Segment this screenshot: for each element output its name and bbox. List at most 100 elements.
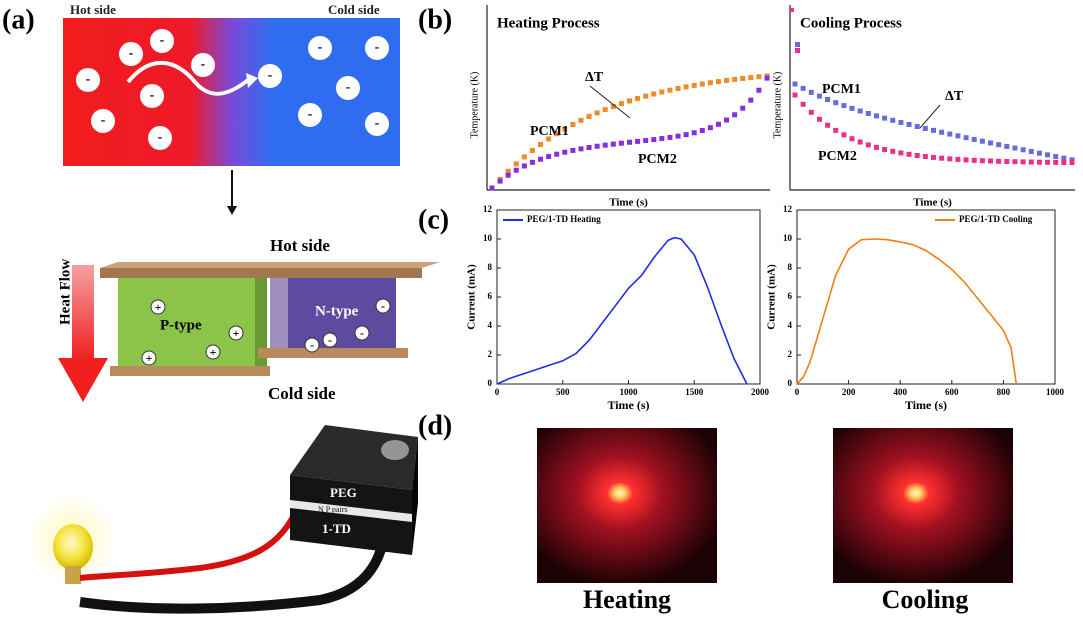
p-type-leg — [118, 278, 255, 366]
schematic-dot — [602, 142, 608, 148]
carrier — [141, 350, 157, 366]
schematic-dot — [849, 136, 855, 142]
schematic-dot — [699, 128, 705, 134]
schematic-dot — [1020, 147, 1026, 153]
module-cold-label: Cold side — [268, 384, 336, 403]
electron-sign: - — [129, 46, 134, 61]
schematic-dot — [521, 154, 527, 160]
led-photo — [833, 428, 1013, 583]
x-tick-label: 1500 — [685, 387, 704, 397]
schematic-dot — [1028, 159, 1034, 165]
schematic-dot — [1053, 154, 1059, 160]
electron-sign: - — [158, 130, 163, 145]
schematic-dot — [521, 163, 527, 169]
schematic-dot — [947, 156, 953, 162]
bulb-base — [65, 566, 81, 584]
annotation: ΔT — [945, 89, 964, 104]
carrier-sign: + — [233, 326, 240, 340]
electron-sign: - — [150, 88, 155, 103]
schematic-dot — [1045, 152, 1051, 158]
schematic-dot — [1012, 159, 1018, 165]
bulb — [53, 524, 93, 570]
caption: Cooling — [882, 585, 969, 614]
schematic-dot — [898, 119, 904, 125]
device-side — [412, 437, 418, 555]
y-axis-label: Current (mA) — [466, 264, 478, 330]
schematic-dot — [748, 75, 754, 81]
led-photo — [537, 428, 717, 583]
y-tick-label: 4 — [488, 320, 493, 330]
schematic-dot — [594, 143, 600, 149]
x-axis-label: Time (s) — [913, 197, 952, 209]
top-plate — [100, 262, 440, 268]
schematic-dot — [683, 84, 689, 90]
schematic-dot — [963, 135, 969, 141]
schematic-dot — [513, 167, 519, 173]
schematic-dot — [699, 81, 705, 87]
x-tick-label: 0 — [795, 387, 800, 397]
schematic-dot — [816, 93, 822, 99]
y-axis-label: Temperature (K) — [469, 72, 480, 139]
schematic-dot — [691, 82, 697, 88]
schematic-dot — [825, 96, 831, 102]
schematic-dot — [715, 121, 721, 127]
schematic-dot — [1061, 155, 1067, 161]
schematic-dot — [554, 131, 560, 137]
schematic-dot — [833, 127, 839, 133]
schematic-dot — [635, 138, 641, 144]
carrier — [304, 337, 320, 353]
module-hot-label: Hot side — [270, 236, 330, 255]
electron — [258, 64, 282, 88]
schematic-dot — [808, 89, 814, 95]
schematic-dot — [931, 154, 936, 160]
x-tick-label: 2000 — [751, 387, 770, 397]
schematic-dot — [1069, 157, 1075, 163]
electron — [308, 36, 332, 60]
p-type-label: P-type — [160, 317, 202, 333]
carrier — [150, 299, 166, 315]
panel-b: Heating Process Time (s) Temperature (K) PC… — [469, 5, 1075, 209]
electron — [148, 126, 172, 150]
schematic-dot — [931, 127, 936, 133]
schematic-dot — [808, 109, 814, 115]
x-tick-label: 200 — [842, 387, 856, 397]
plot-frame — [796, 209, 1056, 385]
schematic-dot — [538, 156, 544, 162]
schematic-dot — [715, 79, 721, 85]
carrier — [228, 325, 244, 341]
hot-side-label: Hot side — [70, 2, 116, 17]
device-top — [290, 425, 418, 490]
schematic-dot — [792, 81, 798, 87]
schematic-dot — [570, 147, 576, 153]
schematic-dot — [971, 157, 977, 163]
electron-sign: - — [160, 33, 165, 48]
schematic-dot — [988, 140, 994, 146]
schematic-dot — [707, 80, 713, 86]
schematic-dot — [939, 155, 945, 161]
schematic-dot — [996, 142, 1002, 148]
carrier — [205, 344, 221, 360]
x-axis-label: Time (s) — [905, 398, 947, 412]
schematic-dot — [643, 93, 649, 99]
schematic-dot — [546, 136, 552, 142]
x-tick-label: 400 — [893, 387, 907, 397]
schematic-dot — [865, 110, 871, 116]
caption: Heating — [583, 585, 671, 614]
plot-frame — [496, 209, 761, 385]
schematic-dot — [570, 121, 576, 127]
schematic-dot — [971, 136, 977, 142]
carrier — [375, 298, 391, 314]
schematic-dot — [914, 153, 920, 159]
data-line — [496, 236, 748, 385]
schematic-dot — [667, 134, 673, 140]
electron-sign: - — [86, 72, 91, 87]
bottom-plate — [258, 348, 408, 358]
carrier-sign: + — [146, 351, 153, 365]
heat-flow-arrow — [58, 358, 108, 402]
device-mid-label: N P pairs — [318, 505, 347, 514]
schematic-dot — [1004, 143, 1010, 149]
carrier-sign: - — [381, 299, 385, 313]
schematic-dot — [756, 87, 762, 93]
schematic-dot — [795, 48, 800, 53]
n-type-label: N-type — [315, 303, 359, 319]
